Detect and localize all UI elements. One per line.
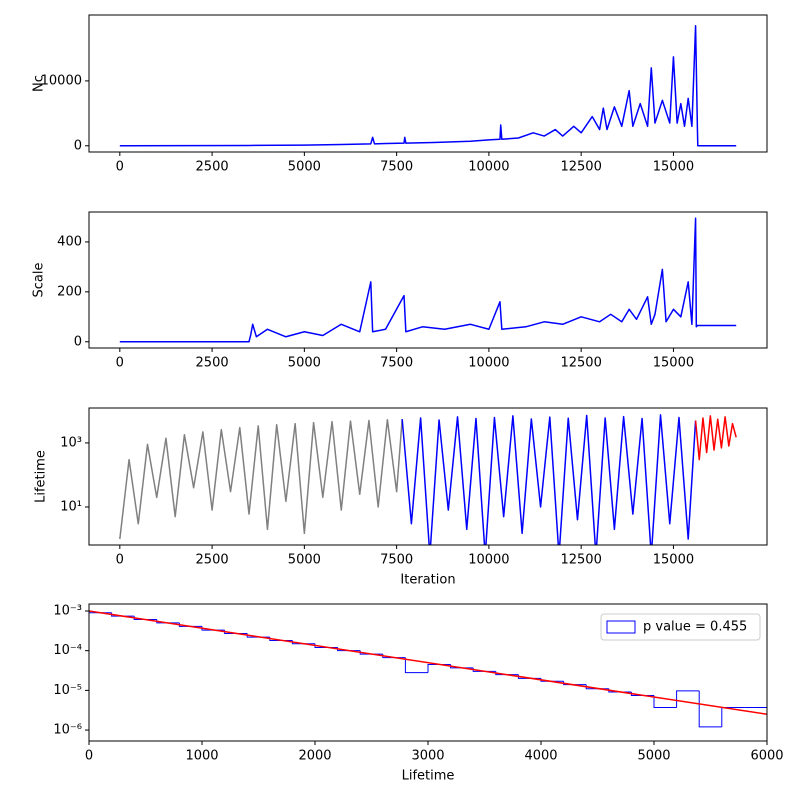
hist-step bbox=[653, 695, 677, 709]
y-tick-label: 10¹ bbox=[60, 499, 82, 514]
y-tick-label: 400 bbox=[57, 234, 82, 249]
y-tick-label: 0 bbox=[74, 138, 82, 153]
x-tick-label: 10000 bbox=[468, 553, 509, 568]
x-axis-label: Lifetime bbox=[402, 769, 455, 784]
x-tick-label: 12500 bbox=[560, 553, 601, 568]
line bbox=[694, 415, 737, 461]
y-tick-label: 0 bbox=[74, 334, 82, 349]
fit-line bbox=[89, 610, 767, 716]
axes-frame bbox=[88, 603, 768, 742]
x-tick-label: 12500 bbox=[560, 160, 601, 175]
y-tick-label: 10⁻⁶ bbox=[53, 723, 82, 738]
line bbox=[119, 25, 737, 147]
y-tick-label: 10⁻⁴ bbox=[53, 643, 82, 658]
line bbox=[119, 418, 403, 540]
x-tick-label: 2500 bbox=[196, 160, 229, 175]
x-tick-label: 7500 bbox=[380, 553, 413, 568]
y-tick-label: 10⁻³ bbox=[53, 603, 82, 618]
legend-label: p value = 0.455 bbox=[643, 620, 747, 635]
x-tick-label: 7500 bbox=[380, 356, 413, 371]
x-tick-label: 7500 bbox=[380, 160, 413, 175]
x-tick-label: 2500 bbox=[196, 356, 229, 371]
x-axis-label: Iteration bbox=[400, 573, 455, 588]
y-axis-label: Scale bbox=[32, 263, 47, 298]
y-axis-label: Lifetime bbox=[34, 450, 49, 503]
axes-frame bbox=[88, 211, 768, 349]
x-tick-label: 0 bbox=[116, 356, 124, 371]
x-tick-label: 3000 bbox=[411, 749, 444, 764]
x-tick-label: 5000 bbox=[288, 160, 321, 175]
plot-area bbox=[119, 414, 737, 545]
y-tick-label: 10⁻⁵ bbox=[53, 683, 82, 698]
x-tick-label: 5000 bbox=[288, 553, 321, 568]
plot-area bbox=[119, 25, 737, 147]
y-tick-label: 200 bbox=[57, 284, 82, 299]
hist-step bbox=[698, 690, 722, 728]
y-axis-label: Nc bbox=[32, 75, 47, 92]
hist-step bbox=[404, 657, 428, 674]
x-tick-label: 5000 bbox=[288, 356, 321, 371]
x-tick-label: 15000 bbox=[653, 553, 694, 568]
x-tick-label: 0 bbox=[85, 749, 93, 764]
axes-frame bbox=[88, 407, 768, 546]
x-tick-label: 1000 bbox=[185, 749, 218, 764]
axes-frame bbox=[88, 14, 768, 153]
x-tick-label: 2000 bbox=[298, 749, 331, 764]
x-tick-label: 12500 bbox=[560, 356, 601, 371]
y-tick-label: 10000 bbox=[41, 73, 82, 88]
legend-box bbox=[600, 613, 761, 641]
line bbox=[401, 414, 697, 545]
plot-area bbox=[89, 610, 767, 741]
x-tick-label: 10000 bbox=[468, 356, 509, 371]
hist-step bbox=[563, 681, 587, 686]
x-tick-label: 0 bbox=[116, 160, 124, 175]
x-tick-label: 0 bbox=[116, 553, 124, 568]
x-tick-label: 6000 bbox=[750, 749, 783, 764]
x-tick-label: 5000 bbox=[637, 749, 670, 764]
line bbox=[119, 217, 737, 343]
y-tick-label: 10³ bbox=[60, 435, 82, 450]
hist-step bbox=[676, 690, 700, 708]
hist-step bbox=[89, 612, 112, 741]
plot-area bbox=[119, 217, 737, 343]
legend-swatch bbox=[606, 620, 636, 634]
x-tick-label: 15000 bbox=[653, 160, 694, 175]
x-tick-label: 15000 bbox=[653, 356, 694, 371]
x-tick-label: 4000 bbox=[524, 749, 557, 764]
x-tick-label: 2500 bbox=[196, 553, 229, 568]
x-tick-label: 10000 bbox=[468, 160, 509, 175]
